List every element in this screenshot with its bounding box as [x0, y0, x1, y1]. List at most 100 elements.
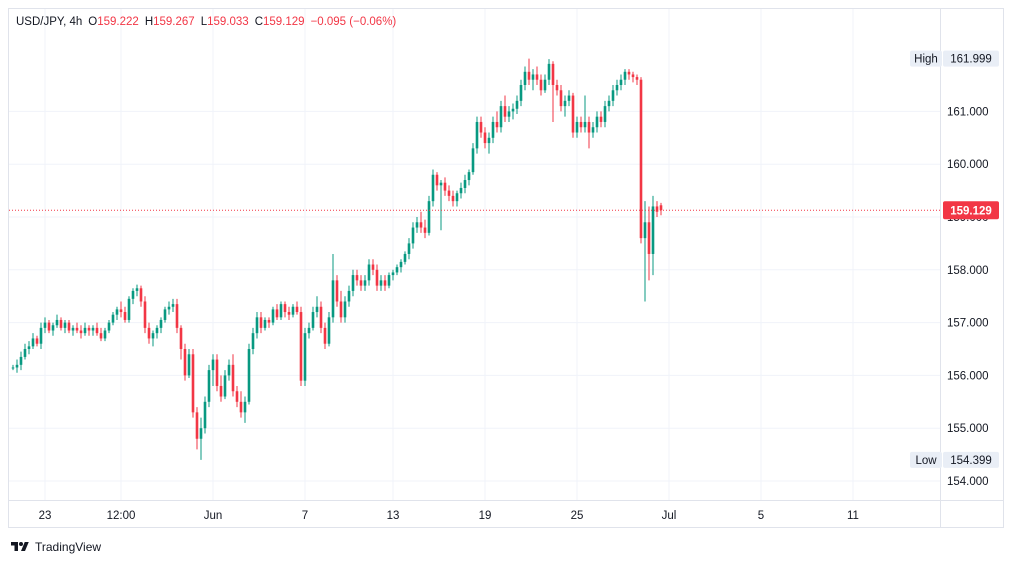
candle	[299, 306, 303, 386]
candle	[551, 61, 555, 122]
candle-body	[599, 116, 603, 122]
high-marker-tag-label: High	[914, 54, 938, 66]
candle	[339, 290, 343, 323]
time-tick-label: 25	[571, 510, 584, 522]
candle-body	[551, 63, 555, 85]
last-price-label-bg	[943, 201, 999, 220]
candle	[163, 306, 167, 323]
footer: TradingView	[10, 538, 101, 556]
candle-body	[51, 325, 55, 331]
candle	[639, 77, 643, 244]
candle	[387, 272, 391, 289]
time-tick-label: 5	[758, 510, 764, 522]
candle	[479, 116, 483, 138]
candle-body	[643, 222, 647, 239]
candle	[219, 375, 223, 402]
candle-body	[323, 327, 327, 344]
candle-body	[159, 319, 163, 328]
candle	[103, 327, 107, 342]
candle-body	[463, 180, 467, 188]
candle	[99, 327, 103, 342]
candle-body	[295, 306, 299, 313]
high-marker-tag-bg	[910, 50, 942, 67]
change-value: −0.095 (−0.06%)	[310, 16, 397, 28]
candle-body	[103, 330, 107, 339]
candle-body	[99, 333, 103, 339]
candle	[307, 322, 311, 339]
high-value: 159.267	[153, 16, 195, 28]
candle	[419, 211, 423, 233]
candle-body	[511, 108, 515, 112]
candle	[215, 354, 219, 392]
candle-body	[483, 132, 487, 144]
candle-body	[275, 309, 279, 318]
candle	[575, 116, 579, 138]
candle-body	[363, 280, 367, 286]
candle	[599, 111, 603, 128]
candle-body	[319, 306, 323, 328]
symbol-name[interactable]: USD/JPY	[16, 16, 64, 28]
time-tick-label: Jun	[204, 510, 223, 522]
candle	[655, 201, 659, 217]
candle-body	[211, 359, 215, 371]
candle-body	[351, 275, 355, 291]
candle-body	[531, 74, 535, 80]
candle	[315, 296, 319, 318]
candle-body	[203, 401, 207, 429]
low-value: 159.033	[207, 16, 249, 28]
candle	[631, 71, 635, 83]
candle	[283, 301, 287, 318]
candle	[131, 288, 135, 305]
candle	[555, 79, 559, 96]
candle	[563, 95, 567, 117]
candle	[179, 325, 183, 360]
candle-body	[371, 264, 375, 270]
candle-body	[407, 243, 411, 254]
candle	[483, 127, 487, 149]
candle	[455, 190, 459, 207]
candle	[79, 325, 83, 339]
candle-body	[299, 312, 303, 381]
candle-body	[447, 190, 451, 196]
candle	[275, 304, 279, 320]
candle	[199, 417, 203, 460]
candle-body	[595, 116, 599, 128]
candle	[51, 322, 55, 336]
candle-body	[279, 304, 283, 318]
candle-body	[171, 304, 175, 307]
candle	[303, 327, 307, 386]
high-label: H	[144, 16, 154, 28]
price-tick-label: 160.000	[947, 159, 989, 171]
time-axis[interactable]: 23 12:00 Jun 7 13 19 25 Jul 5 11	[39, 510, 859, 522]
candle	[643, 201, 647, 302]
price-tick-label: 155.000	[947, 423, 989, 435]
candle-body	[459, 187, 463, 194]
candle	[127, 296, 131, 323]
candle-body	[215, 359, 219, 386]
candle	[439, 180, 443, 231]
candle	[411, 222, 415, 249]
candle-body	[519, 85, 523, 101]
tradingview-logo-icon[interactable]	[10, 540, 30, 554]
candle-body	[235, 391, 239, 402]
candle-body	[283, 304, 287, 313]
candle-body	[567, 95, 571, 101]
tradingview-brand[interactable]: TradingView	[35, 540, 102, 554]
candle-body	[523, 71, 527, 85]
candle	[543, 74, 547, 93]
low-marker-tag-label: Low	[915, 455, 937, 467]
candle	[147, 322, 151, 344]
candle-body	[587, 121, 591, 133]
candle-body	[59, 319, 63, 328]
candle-body	[467, 172, 471, 181]
candle-body	[207, 370, 211, 402]
candle-body	[627, 71, 631, 75]
candle	[187, 349, 191, 379]
last-price-label: 159.129	[950, 206, 992, 218]
candle-body	[423, 227, 427, 233]
candle	[511, 103, 515, 120]
price-axis[interactable]: 154.000155.000156.000157.000158.000159.0…	[947, 106, 989, 488]
interval-label[interactable]: 4h	[69, 16, 83, 28]
candle-body	[123, 312, 127, 320]
